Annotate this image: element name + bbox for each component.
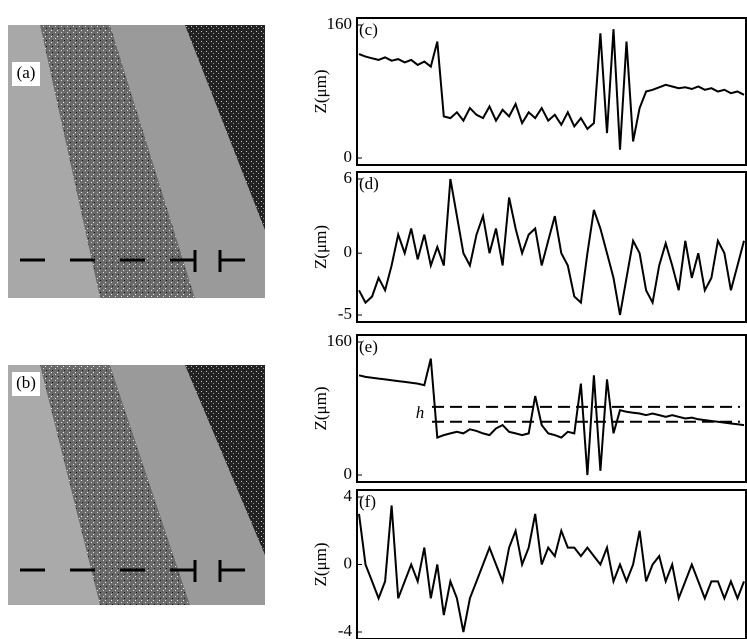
y-tick-label: -4 xyxy=(338,621,353,639)
plot-frame xyxy=(356,334,747,483)
panel-label: (b) xyxy=(16,373,36,392)
y-axis-label: Z(μm) xyxy=(311,386,330,430)
y-tick-label: 6 xyxy=(344,168,353,187)
panel-label: (f) xyxy=(359,492,376,511)
data-line xyxy=(358,358,745,476)
y-axis-label: Z(μm) xyxy=(311,69,330,113)
y-tick-label: -5 xyxy=(338,304,352,323)
y-axis-label: Z(μm) xyxy=(311,225,330,269)
y-tick-label: 160 xyxy=(327,331,353,350)
data-line xyxy=(358,178,745,316)
plot-frame xyxy=(356,171,747,323)
image-a xyxy=(8,25,265,298)
y-tick-label: 160 xyxy=(327,14,353,33)
plot-frame xyxy=(356,17,747,166)
y-tick-label: 0 xyxy=(344,553,353,572)
image-b xyxy=(8,365,265,605)
panel-label: (d) xyxy=(359,174,379,193)
y-tick-label: 0 xyxy=(344,242,353,261)
panel-label: (e) xyxy=(359,337,378,356)
data-line xyxy=(358,29,745,150)
annotation: h xyxy=(416,403,425,422)
panel-label: (c) xyxy=(359,20,378,39)
y-tick-label: 0 xyxy=(344,147,353,166)
data-line xyxy=(358,505,745,633)
plot-frame xyxy=(356,489,747,639)
y-tick-label: 4 xyxy=(344,486,353,505)
y-axis-label: Z(μm) xyxy=(311,542,330,586)
panel-label: (a) xyxy=(17,63,36,82)
y-tick-label: 0 xyxy=(344,464,353,483)
